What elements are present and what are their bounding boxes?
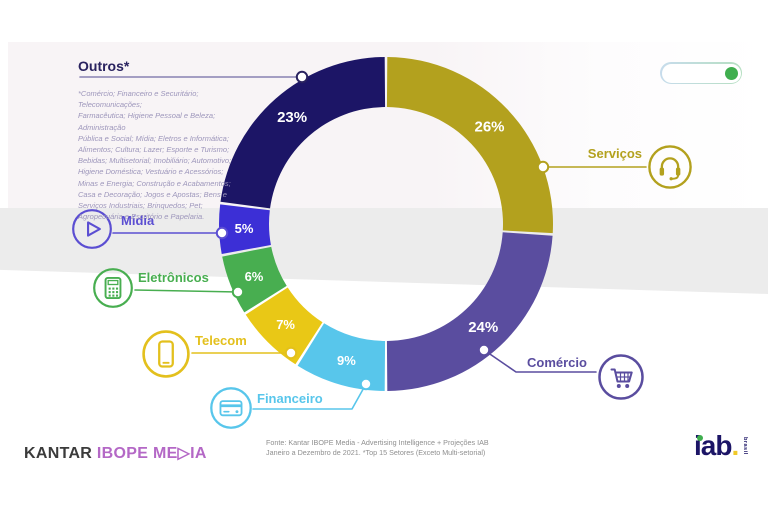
outros-footnote: *Comércio; Financeiro e Securitário; Tel… bbox=[78, 89, 232, 222]
sector-label-eletronicos: Eletrônicos bbox=[138, 270, 209, 285]
donut-segment-midia bbox=[219, 204, 271, 255]
donut-percent-outros: 23% bbox=[277, 109, 307, 126]
toggle-switch[interactable] bbox=[660, 62, 742, 84]
toggle-track bbox=[661, 63, 741, 83]
donut-percent-servicos: 26% bbox=[474, 118, 504, 135]
calculator-icon bbox=[92, 267, 134, 314]
iab-period: . bbox=[731, 430, 739, 461]
outros-label: Outros* bbox=[78, 58, 130, 74]
connector-line-comercio bbox=[483, 349, 597, 373]
sector-label-midia: Mídia bbox=[121, 213, 155, 228]
headset-icon bbox=[647, 144, 693, 195]
connector-dot-comercio bbox=[477, 343, 491, 357]
donut-segment-outros bbox=[220, 57, 386, 209]
connector-dot-midia bbox=[215, 226, 229, 240]
sector-label-servicos: Serviços bbox=[587, 146, 642, 161]
donut-percent-financeiro: 9% bbox=[337, 353, 356, 368]
connector-line-financeiro bbox=[252, 383, 367, 410]
connector-dot-eletronicos bbox=[231, 285, 245, 299]
source-note: Fonte: Kantar IBOPE Media - Advertising … bbox=[266, 438, 489, 457]
sector-label-telecom: Telecom bbox=[195, 333, 247, 348]
connector-dot-telecom bbox=[284, 346, 298, 360]
donut-segment-comercio bbox=[386, 232, 553, 391]
donut-segment-financeiro bbox=[297, 323, 386, 391]
donut-segment-telecom bbox=[245, 287, 323, 365]
donut-percent-eletronicos: 6% bbox=[245, 269, 264, 284]
credit-card-icon bbox=[209, 386, 253, 435]
donut-segment-servicos bbox=[386, 57, 553, 234]
donut-percent-comercio: 24% bbox=[468, 319, 498, 336]
donut-percent-midia: 5% bbox=[235, 221, 254, 236]
toggle-knob[interactable] bbox=[724, 66, 738, 80]
connector-dot-servicos bbox=[536, 160, 550, 174]
iab-green-dot-icon bbox=[697, 435, 703, 441]
ibope-media-wordmark: IBOPE ME▷IA bbox=[96, 445, 207, 462]
donut-percent-telecom: 7% bbox=[276, 317, 295, 332]
iab-brasil-text: brasil bbox=[742, 437, 748, 455]
sector-label-comercio: Comércio bbox=[527, 355, 587, 370]
connector-dot-financeiro bbox=[359, 377, 373, 391]
iab-brasil-logo: iab. brasil bbox=[694, 429, 750, 469]
shopping-cart-icon bbox=[597, 353, 645, 406]
smartphone-icon bbox=[141, 329, 191, 384]
connector-line-eletronicos bbox=[134, 289, 239, 293]
sector-label-financeiro: Financeiro bbox=[257, 391, 323, 406]
connector-dot-outros bbox=[295, 70, 309, 84]
kantar-wordmark: KANTAR bbox=[24, 445, 93, 462]
play-icon bbox=[71, 208, 113, 255]
kantar-ibope-media-logo: KANTAR IBOPE ME▷IA bbox=[24, 443, 207, 463]
